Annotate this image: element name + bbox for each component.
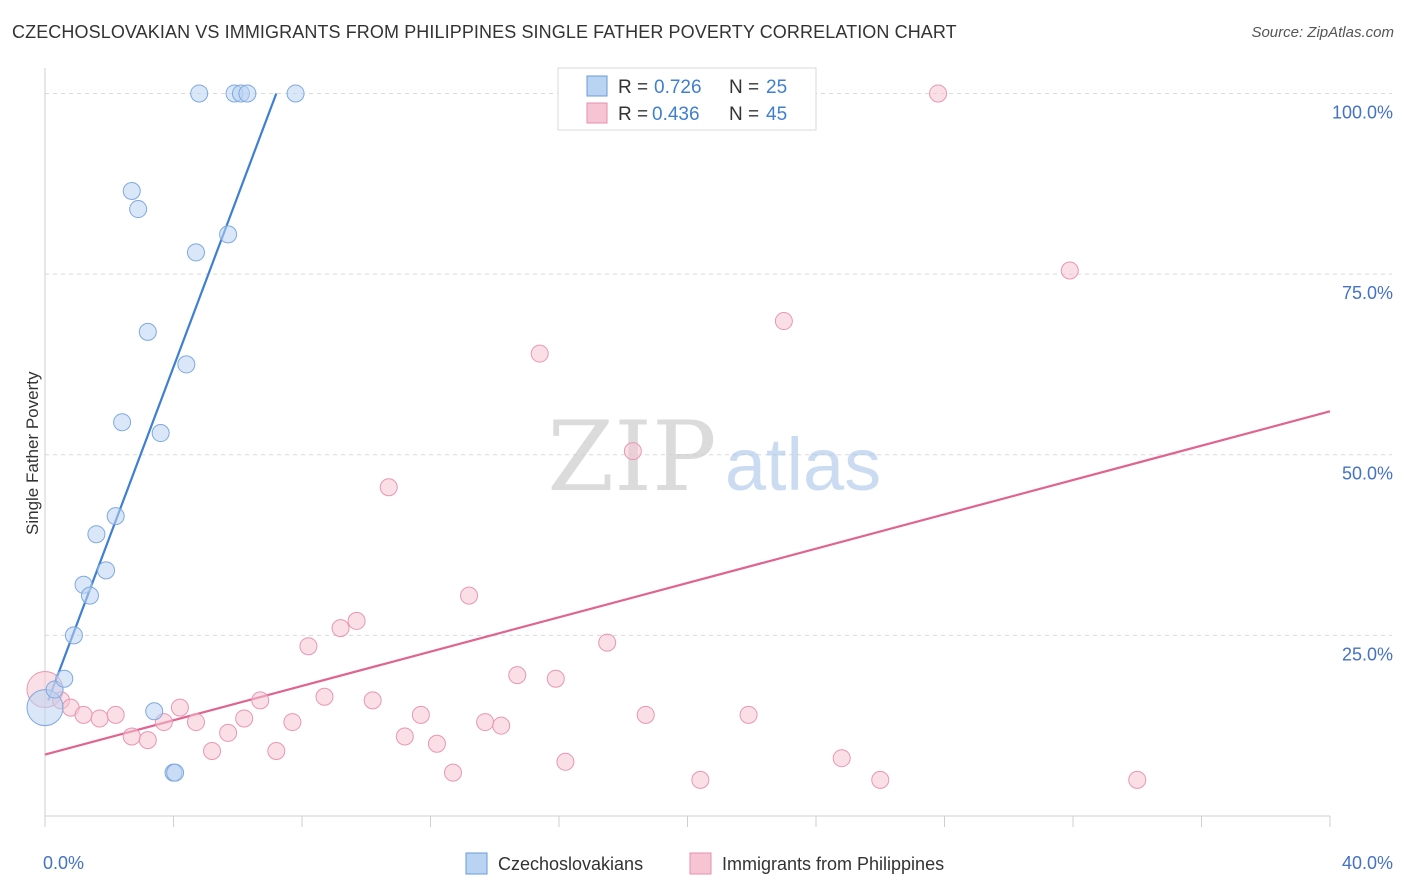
point-czechoslovakians (64, 626, 83, 645)
point-philippines (476, 713, 495, 732)
point-czechoslovakians (151, 424, 170, 443)
point-philippines (508, 666, 527, 685)
legend-pink-r-label: R = (618, 104, 648, 125)
point-philippines (74, 705, 93, 724)
point-philippines (331, 619, 350, 638)
point-philippines (832, 749, 851, 768)
point-czechoslovakians (145, 702, 164, 721)
trend-line-czechoslovakians (47, 93, 278, 701)
point-czechoslovakians (190, 84, 209, 103)
point-czechoslovakians (177, 355, 196, 374)
point-philippines (267, 741, 286, 760)
chart-title: CZECHOSLOVAKIAN VS IMMIGRANTS FROM PHILI… (12, 22, 957, 42)
legend-swatch-blue (586, 75, 608, 97)
x-tick-label-max: 40.0% (1342, 853, 1393, 873)
legend-box: R = 0.726 N = 25 R = 0.436 N = 45 (557, 67, 817, 131)
y-tick-label: 75.0% (1342, 283, 1393, 303)
point-czechoslovakians (138, 322, 157, 341)
point-philippines (363, 691, 382, 710)
tick-labels: 25.0% 50.0% 75.0% 100.0% 0.0% 40.0% (43, 102, 1393, 873)
point-philippines (739, 705, 758, 724)
legend-blue-r-value: 0.726 (654, 77, 702, 98)
point-philippines (395, 727, 414, 746)
bottom-legend-swatch-blue (465, 852, 488, 875)
point-philippines (203, 741, 222, 760)
point-philippines (623, 442, 642, 461)
point-philippines (251, 691, 270, 710)
legend-blue-n-label: N = (729, 77, 759, 98)
point-czechoslovakians (87, 525, 106, 544)
legend-pink-n-value: 45 (766, 104, 787, 125)
source-label: Source: ZipAtlas.com (1251, 24, 1394, 41)
point-czechoslovakians (26, 689, 64, 727)
bottom-legend-label-blue: Czechoslovakians (498, 854, 643, 874)
legend-blue-n-value: 25 (766, 77, 787, 98)
point-philippines (929, 84, 948, 103)
point-czechoslovakians (186, 243, 205, 262)
y-tick-label: 50.0% (1342, 464, 1393, 484)
y-tick-label: 25.0% (1342, 644, 1393, 664)
point-czechoslovakians (286, 84, 305, 103)
point-philippines (379, 478, 398, 497)
point-philippines (492, 716, 511, 735)
point-philippines (411, 705, 430, 724)
point-philippines (556, 752, 575, 771)
point-czechoslovakians (106, 507, 125, 526)
bottom-legend-swatch-pink (689, 852, 712, 875)
watermark-atlas: atlas (725, 423, 881, 506)
point-philippines (235, 709, 254, 728)
point-philippines (636, 705, 655, 724)
point-czechoslovakians (129, 200, 148, 219)
point-czechoslovakians (166, 763, 185, 782)
legend-pink-n-label: N = (729, 104, 759, 125)
point-philippines (347, 611, 366, 630)
point-philippines (530, 344, 549, 363)
bottom-legend: Czechoslovakians Immigrants from Philipp… (465, 852, 944, 875)
point-czechoslovakians (238, 84, 257, 103)
point-czechoslovakians (97, 561, 116, 580)
point-philippines (546, 669, 565, 688)
point-philippines (691, 770, 710, 789)
point-philippines (138, 731, 157, 750)
point-philippines (871, 770, 890, 789)
point-philippines (106, 705, 125, 724)
point-philippines (299, 637, 318, 656)
point-philippines (219, 723, 238, 742)
legend-pink-r-value: 0.436 (652, 104, 700, 125)
point-czechoslovakians (219, 225, 238, 244)
point-philippines (774, 312, 793, 331)
point-philippines (443, 763, 462, 782)
point-philippines (598, 633, 617, 652)
legend-swatch-pink (586, 102, 608, 124)
bottom-legend-label-pink: Immigrants from Philippines (722, 854, 944, 874)
point-czechoslovakians (122, 181, 141, 200)
point-philippines (283, 713, 302, 732)
point-czechoslovakians (113, 413, 132, 432)
point-czechoslovakians (80, 586, 99, 605)
data-points (26, 84, 1147, 789)
point-philippines (90, 709, 109, 728)
point-philippines (315, 687, 334, 706)
point-philippines (170, 698, 189, 717)
gridlines (45, 92, 1392, 636)
legend-blue-r-label: R = (618, 77, 648, 98)
y-tick-label: 100.0% (1332, 102, 1393, 122)
point-czechoslovakians (55, 669, 74, 688)
x-tick-label-min: 0.0% (43, 853, 84, 873)
point-philippines (186, 713, 205, 732)
point-philippines (1060, 261, 1079, 280)
point-philippines (460, 586, 479, 605)
point-philippines (1128, 770, 1147, 789)
point-philippines (427, 734, 446, 753)
point-philippines (122, 727, 141, 746)
watermark: ZIP atlas (547, 401, 881, 513)
